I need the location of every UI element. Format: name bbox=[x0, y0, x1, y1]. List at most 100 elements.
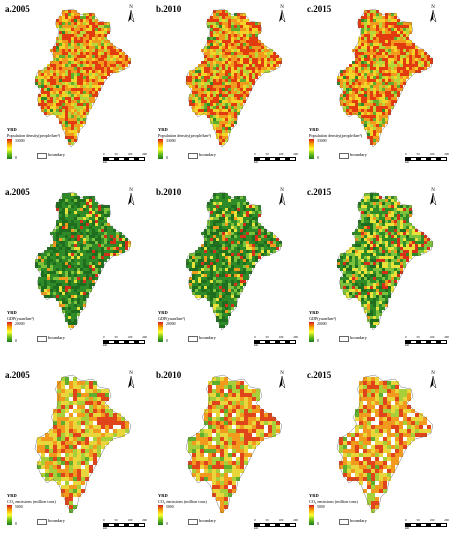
map-cell bbox=[213, 283, 216, 286]
map-cell bbox=[376, 247, 379, 250]
map-cell bbox=[376, 25, 379, 28]
map-cell bbox=[192, 109, 195, 112]
map-cell bbox=[57, 405, 61, 409]
map-cell bbox=[107, 241, 110, 244]
map-cell bbox=[62, 97, 65, 100]
map-cell bbox=[379, 226, 382, 229]
map-cell bbox=[364, 247, 367, 250]
map-cell bbox=[201, 64, 204, 67]
map-cell bbox=[65, 49, 68, 52]
map-cell bbox=[373, 40, 376, 43]
map-cell bbox=[397, 223, 400, 226]
map-cell bbox=[92, 19, 95, 22]
map-cell bbox=[213, 97, 216, 100]
map-cell bbox=[234, 115, 237, 118]
map-cell bbox=[225, 76, 228, 79]
map-cell bbox=[77, 55, 80, 58]
scale-tick-label: 200 bbox=[293, 335, 298, 339]
map-cell bbox=[216, 208, 219, 211]
map-cell bbox=[56, 208, 59, 211]
map-cell bbox=[246, 58, 249, 61]
map-cell bbox=[77, 481, 81, 485]
map-cell bbox=[376, 130, 379, 133]
map-cell bbox=[122, 241, 125, 244]
map-cell bbox=[65, 70, 68, 73]
map-cell bbox=[74, 214, 77, 217]
map-cell bbox=[210, 241, 213, 244]
map-cell bbox=[93, 453, 97, 457]
map-cell bbox=[68, 241, 71, 244]
map-cell bbox=[56, 88, 59, 91]
map-cell bbox=[97, 389, 101, 393]
map-cell bbox=[412, 55, 415, 58]
map-cell bbox=[397, 214, 400, 217]
map-cell bbox=[204, 271, 207, 274]
map-cell bbox=[204, 238, 207, 241]
map-cell bbox=[225, 223, 228, 226]
map-cell bbox=[49, 469, 53, 473]
map-cell bbox=[53, 97, 56, 100]
map-cell bbox=[391, 19, 394, 22]
legend-subtitle: GDP(yuan/km²) bbox=[309, 316, 337, 321]
map-cell bbox=[59, 229, 62, 232]
map-cell bbox=[219, 58, 222, 61]
map-cell bbox=[388, 283, 391, 286]
map-cell bbox=[234, 250, 237, 253]
map-cell bbox=[388, 259, 391, 262]
map-cell bbox=[376, 322, 379, 325]
map-cell bbox=[240, 55, 243, 58]
map-cell bbox=[376, 286, 379, 289]
map-cell bbox=[412, 247, 415, 250]
map-cell bbox=[73, 445, 77, 449]
map-cell bbox=[68, 22, 71, 25]
legend-title: YRD bbox=[158, 310, 168, 315]
map-cell bbox=[68, 31, 71, 34]
map-cell bbox=[355, 283, 358, 286]
map-cell bbox=[349, 70, 352, 73]
map-cell bbox=[394, 13, 397, 16]
map-cell bbox=[222, 259, 225, 262]
map-cell bbox=[50, 85, 53, 88]
map-cell bbox=[373, 124, 376, 127]
map-cell bbox=[382, 52, 385, 55]
map-cell bbox=[74, 223, 77, 226]
map-cell bbox=[65, 445, 69, 449]
map-cell bbox=[273, 247, 276, 250]
map-cell bbox=[346, 70, 349, 73]
map-cell bbox=[240, 223, 243, 226]
map-cell bbox=[53, 52, 56, 55]
map-cell bbox=[80, 100, 83, 103]
map-cell bbox=[216, 196, 219, 199]
map-cell bbox=[424, 247, 427, 250]
map-cell bbox=[65, 217, 68, 220]
map-cell bbox=[258, 235, 261, 238]
map-cell bbox=[358, 49, 361, 52]
map-cell bbox=[231, 115, 234, 118]
map-cell bbox=[225, 277, 228, 280]
map-cell bbox=[240, 19, 243, 22]
map-cell bbox=[101, 52, 104, 55]
map-cell bbox=[364, 43, 367, 46]
map-cell bbox=[376, 34, 379, 37]
map-cell bbox=[367, 19, 370, 22]
map-cell bbox=[77, 268, 80, 271]
map-cell bbox=[74, 316, 77, 319]
map-cell bbox=[358, 235, 361, 238]
map-cell bbox=[213, 112, 216, 115]
map-cell bbox=[68, 37, 71, 40]
map-cell bbox=[59, 235, 62, 238]
map-cell bbox=[222, 97, 225, 100]
map-cell bbox=[255, 205, 258, 208]
map-cell bbox=[210, 46, 213, 49]
map-cell bbox=[92, 58, 95, 61]
map-cell bbox=[68, 91, 71, 94]
map-cell bbox=[270, 250, 273, 253]
map-cell bbox=[237, 37, 240, 40]
map-cell bbox=[59, 19, 62, 22]
map-cell bbox=[101, 389, 105, 393]
map-cell bbox=[86, 88, 89, 91]
map-cell bbox=[427, 244, 430, 247]
map-cell bbox=[62, 238, 65, 241]
map-cell bbox=[50, 103, 53, 106]
map-cell bbox=[204, 52, 207, 55]
